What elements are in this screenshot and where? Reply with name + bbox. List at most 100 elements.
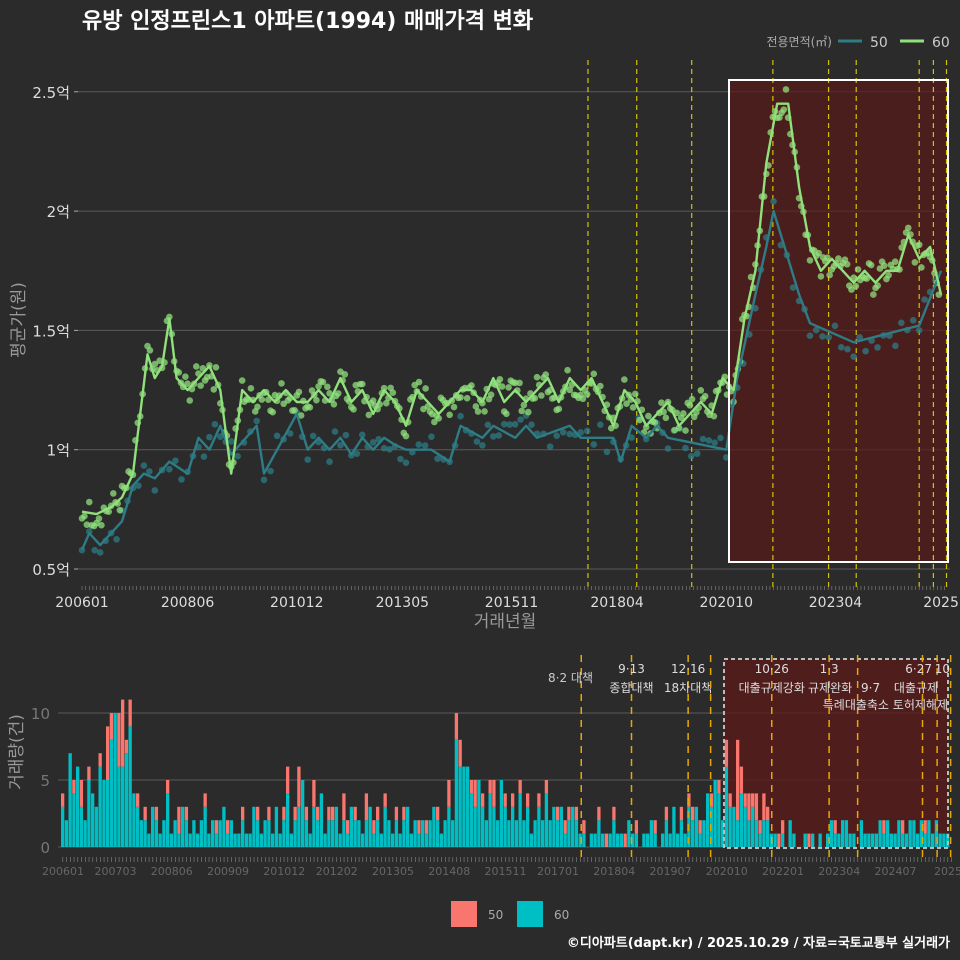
volume-bar-60: [136, 806, 140, 847]
price-x-tick-label: 201305: [376, 595, 429, 611]
volume-bar-50: [736, 739, 740, 821]
volume-bar-50: [882, 820, 886, 834]
volume-bar-60: [923, 833, 927, 847]
policy-name: 9·7: [861, 681, 880, 695]
volume-bar-60: [68, 753, 72, 847]
volume-bar-60: [106, 780, 110, 847]
volume-x-tick-label: 202304: [818, 865, 860, 878]
price-point-50: [428, 433, 435, 440]
volume-bar-60: [241, 820, 245, 847]
price-point-50: [211, 421, 219, 428]
volume-bar-60: [229, 820, 234, 847]
price-point-60: [629, 404, 637, 411]
volume-bar-50: [61, 793, 65, 807]
price-point-50: [178, 476, 185, 483]
policy-date: 6·27: [905, 662, 932, 676]
price-point-60: [319, 378, 327, 386]
volume-bar-50: [743, 793, 747, 807]
volume-bar-60: [567, 820, 571, 847]
volume-bar-60: [147, 833, 151, 847]
volume-bar-60: [199, 820, 204, 847]
volume-bar-60: [893, 833, 897, 847]
price-lines: [80, 102, 943, 551]
price-point-60: [431, 418, 438, 426]
price-point-60: [306, 403, 314, 411]
volume-bar-60: [859, 820, 864, 847]
price-point-50: [337, 441, 344, 449]
volume-bar-60: [76, 766, 80, 847]
price-policy-lines: [587, 60, 948, 590]
volume-bar-60: [293, 820, 297, 847]
volume-bar-50: [724, 739, 729, 767]
volume-bar-60: [541, 820, 545, 847]
volume-bar-50: [417, 820, 421, 834]
price-y-tick-label: 2억: [47, 203, 70, 221]
price-point-50: [806, 332, 814, 340]
volume-bar-60: [788, 820, 792, 847]
price-point-50: [479, 442, 486, 449]
volume-bar-50: [754, 793, 759, 821]
volume-axes: 0 5 10 200601 200703 200806 200909 201012 201202…: [31, 705, 960, 878]
volume-bar-60: [203, 806, 207, 847]
volume-bar-60: [166, 793, 170, 847]
price-point-60: [83, 521, 91, 528]
volume-x-tick-label: 201202: [316, 865, 358, 878]
volume-bar-50: [98, 753, 102, 767]
volume-bar-60: [233, 833, 237, 847]
price-point-60: [516, 379, 523, 387]
volume-bar-50: [679, 806, 684, 821]
volume-bar-60: [132, 793, 136, 847]
volume-x-tick-label: 201012: [263, 865, 305, 878]
volume-bar-60: [537, 806, 541, 847]
volume-bar-60: [421, 820, 425, 847]
volume-bar-60: [848, 833, 852, 847]
volume-bar-60: [754, 820, 759, 847]
volume-bar-60: [192, 820, 196, 847]
price-point-50: [146, 468, 153, 475]
volume-bar-60: [151, 806, 155, 847]
volume-bar-60: [91, 793, 95, 847]
price-point-60: [843, 260, 851, 268]
volume-bar-60: [897, 820, 901, 847]
price-point-50: [397, 455, 404, 463]
volume-highlight-box: [723, 658, 949, 849]
price-point-60: [315, 383, 322, 390]
volume-bar-60: [874, 833, 879, 847]
volume-bar-60: [766, 820, 770, 847]
volume-bar-50: [424, 820, 429, 834]
price-point-60: [542, 371, 550, 378]
volume-bar-60: [608, 833, 612, 847]
volume-bar-60: [627, 820, 631, 847]
price-point-50: [495, 432, 503, 439]
price-line-50: [80, 209, 943, 551]
price-point-60: [780, 106, 788, 113]
price-point-50: [566, 430, 574, 438]
price-point-50: [915, 326, 923, 334]
price-point-50: [628, 434, 635, 441]
volume-bar-60: [177, 833, 181, 847]
price-x-tick-label: 202304: [809, 595, 863, 611]
volume-bar-60: [691, 820, 695, 847]
volume-bar-50: [597, 806, 601, 821]
volume-bar-60: [372, 833, 376, 847]
price-point-60: [98, 521, 105, 529]
volume-bar-60: [184, 820, 189, 847]
volume-bar-60: [492, 806, 496, 847]
price-point-50: [286, 430, 294, 437]
volume-bar-60: [837, 833, 841, 847]
price-point-60: [824, 254, 831, 262]
price-point-60: [446, 411, 453, 419]
volume-bar-60: [548, 820, 552, 847]
price-point-60: [324, 383, 331, 391]
volume-bar-50: [751, 793, 755, 807]
volume-y-tick-label: 5: [40, 772, 50, 790]
volume-bar-50: [777, 833, 781, 847]
volume-bar-60: [503, 806, 507, 847]
volume-bar-50: [316, 806, 320, 821]
volume-bar-60: [477, 780, 481, 847]
volume-x-tick-label: 200909: [207, 865, 249, 878]
volume-bar-60: [316, 820, 320, 847]
volume-bar-60: [94, 806, 99, 847]
policy-date: 12·16: [671, 662, 705, 676]
